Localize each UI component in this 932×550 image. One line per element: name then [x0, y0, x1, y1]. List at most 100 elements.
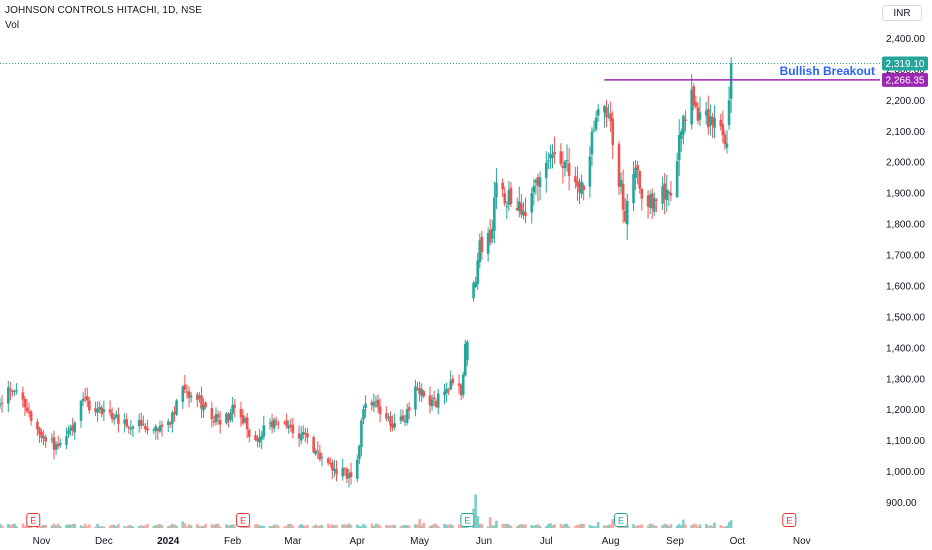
candle-body — [15, 390, 18, 392]
candle-body — [679, 131, 683, 139]
resistance-price-tag: 2,266.35 — [886, 75, 925, 86]
volume-bar — [56, 523, 60, 528]
candle-body — [56, 443, 60, 447]
volume-bar — [166, 526, 170, 528]
x-tick-label: Oct — [730, 536, 746, 547]
candle-body — [551, 154, 554, 158]
candle-body — [480, 236, 484, 252]
volume-bar — [50, 525, 54, 528]
volume-bar — [131, 526, 135, 528]
candle-body — [428, 395, 432, 406]
candle-body — [466, 341, 469, 361]
volume-bar — [142, 525, 145, 528]
y-axis[interactable]: 2,400.002,300.002,200.002,100.002,000.00… — [886, 34, 925, 509]
currency-selector[interactable]: INR — [882, 5, 922, 21]
volume-bar — [247, 525, 251, 528]
candle-body — [501, 182, 504, 190]
candle-body — [196, 394, 199, 400]
candle-body — [524, 212, 527, 217]
candle-body — [391, 423, 394, 428]
candle-body — [621, 183, 625, 210]
volume-bar — [38, 524, 41, 528]
earnings-marker — [460, 513, 475, 527]
volume-bar — [187, 524, 191, 528]
candle-body — [463, 343, 467, 376]
candle-body — [233, 404, 237, 408]
candle-body — [574, 176, 577, 183]
candle-body — [721, 124, 725, 136]
x-axis[interactable]: Nov Dec 2024 Feb Mar Apr May Jun Jul Aug Sep Oct Nov — [33, 536, 811, 547]
volume-bar — [11, 524, 14, 528]
candle-body — [297, 433, 301, 439]
candle-body — [605, 107, 608, 118]
volume-bar — [299, 524, 303, 528]
candle-body — [478, 240, 482, 263]
y-tick-label: 1,400.00 — [886, 343, 925, 354]
candle-body — [27, 411, 31, 414]
candle-body — [146, 428, 149, 431]
volume-bar — [44, 524, 47, 528]
y-tick-label: 1,600.00 — [886, 281, 925, 292]
y-tick-label: 1,300.00 — [886, 374, 925, 385]
earnings-marker-label: E — [786, 516, 792, 526]
volume-bar — [698, 524, 702, 528]
candle-body — [110, 413, 114, 420]
candle-body — [225, 413, 228, 424]
volume-bar — [42, 524, 45, 528]
volume-bar — [146, 523, 149, 528]
candle-body — [314, 450, 318, 454]
volume-bar — [81, 526, 85, 528]
volume-bar — [198, 526, 201, 528]
candle-body — [713, 117, 716, 128]
candle-body — [231, 404, 234, 414]
volume-bar — [272, 524, 276, 528]
candle-body — [355, 459, 359, 479]
candle-body — [430, 399, 434, 407]
volume-bar — [154, 524, 158, 528]
candle-body — [212, 421, 216, 423]
volume-bar — [605, 525, 608, 528]
volume-bar — [139, 525, 143, 528]
candle-body — [42, 436, 45, 439]
volume-bar — [25, 525, 29, 528]
current-price-tag-bg — [882, 56, 928, 71]
candle-body — [85, 396, 89, 401]
volume-bar — [333, 525, 336, 528]
volume-bar — [445, 524, 448, 528]
volume-bar — [98, 526, 102, 528]
candle-body — [189, 395, 193, 398]
candle-body — [274, 421, 278, 423]
candle-body — [245, 417, 249, 430]
candle-body — [449, 380, 453, 390]
volume-bar — [171, 523, 174, 528]
candle-body — [698, 112, 702, 120]
candle-body — [127, 426, 131, 429]
candle-body — [723, 134, 727, 145]
volume-bar — [349, 525, 353, 528]
candle-body — [684, 119, 687, 122]
candle-body — [358, 445, 361, 460]
volume-bar — [544, 526, 548, 528]
x-tick-label: Dec — [95, 536, 113, 547]
volume-bar — [611, 519, 615, 528]
volume-bar — [372, 525, 376, 528]
candle-body — [258, 437, 261, 443]
volume-bar — [517, 524, 521, 528]
volume-bar — [277, 525, 280, 528]
volume-bar — [632, 524, 635, 528]
volume-bar — [582, 523, 585, 528]
candle-body — [256, 438, 259, 442]
candle-body — [345, 468, 349, 479]
candle-body — [142, 423, 145, 425]
volume-bar — [40, 526, 43, 528]
candle-body — [443, 391, 446, 396]
volume-bar — [326, 523, 330, 528]
volume-bar — [316, 526, 320, 528]
candle-body — [520, 203, 523, 215]
volume-bar — [374, 523, 378, 528]
volume-bar — [23, 525, 27, 528]
candle-body — [67, 430, 70, 435]
candle-body — [320, 457, 324, 459]
volume-bar — [376, 523, 380, 528]
